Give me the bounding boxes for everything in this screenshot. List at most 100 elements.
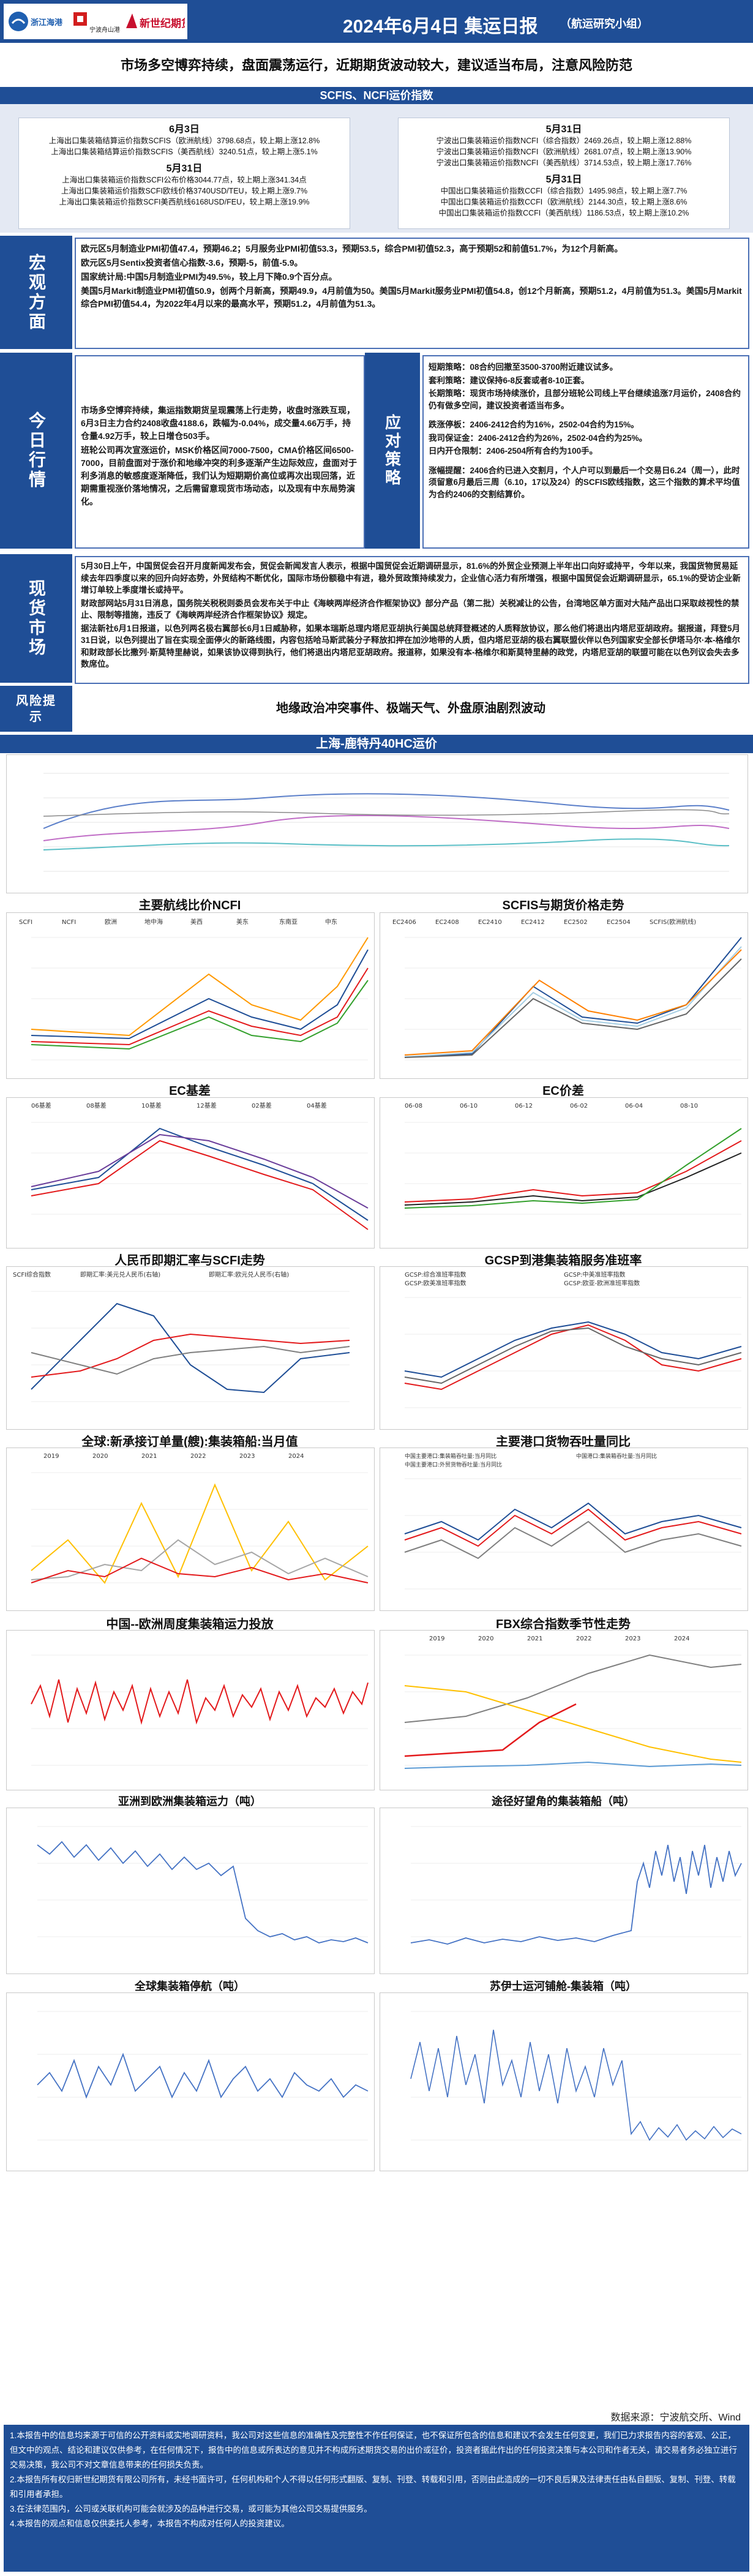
asia-eu-lines <box>37 1826 369 1943</box>
macro-paragraph: 欧元区5月Sentix投资者信心指数-3.6，预期-5，前值-5.9。 <box>81 258 303 268</box>
svg-text:2019: 2019 <box>43 1453 59 1460</box>
svg-text:06-12: 06-12 <box>515 1103 533 1110</box>
idle-chart <box>6 1992 375 2171</box>
risk-text: 地缘政治冲突事件、极端天气、外盘原油剧烈波动 <box>276 702 545 715</box>
rmb-chart: SCFI综合指数 即期汇率:美元兑人民币(右轴) 即期汇率:欧元兑人民币(右轴) <box>6 1266 375 1430</box>
ncfi-date: 5月31日 <box>545 124 582 135</box>
scfi-line: 上海出口集装箱运价指数SCFI美西航线6168USD/FEU，较上期上涨19.9… <box>59 198 310 206</box>
scfi-line: 上海出口集装箱运价指数SCFI欧线价格3740USD/TEU，较上期上涨9.7% <box>61 187 308 195</box>
svg-text:06-04: 06-04 <box>625 1103 643 1110</box>
spot-paragraph: 财政部网站5月31日消息，国务院关税税则委员会发布关于中止《海峡两岸经济合作框架… <box>81 598 740 620</box>
port-chart-title: 主要港口货物吞吐量同比 <box>496 1435 631 1449</box>
index-section-title: SCFIS、NCFI运价指数 <box>0 87 753 104</box>
strategy-spacer <box>429 413 742 418</box>
svg-text:2022: 2022 <box>190 1453 206 1460</box>
strategy-paragraph: 涨幅提醒：2406合约已进入交割月，个人户可以到最后一个交易日6.24（周一），… <box>429 465 740 499</box>
spot-text: 5月30日上午，中国贸促会召开月度新闻发布会，贸促会新闻发言人表示，根据中国贸促… <box>81 560 742 672</box>
strategy-paragraph: 我司保证金：2406-2412合约为26%，2502-04合约为25%。 <box>429 433 648 443</box>
svg-text:中国主要港口:外贸货物吞吐量:当月同比: 中国主要港口:外贸货物吞吐量:当月同比 <box>405 1461 502 1468</box>
today-paragraph: 市场多空博弈持续，集运指数期货呈现震荡上行走势，收盘时涨跌互现，6月3日主力合约… <box>81 405 355 441</box>
svg-text:中国主要港口:集装箱吞吐量:当月同比: 中国主要港口:集装箱吞吐量:当月同比 <box>405 1452 496 1460</box>
strategy-text: 短期策略：08合约回撤至3500-3700附近建议试多。 套利策略：建议保持6-… <box>429 361 742 501</box>
legend-europe: 欧洲 <box>105 918 117 926</box>
capacity-lines <box>31 1654 369 1766</box>
legend-me: 中东 <box>325 918 337 926</box>
suez-chart <box>380 1992 748 2171</box>
ncfi-chart-title: 主要航线比价NCFI <box>138 899 241 912</box>
scfis-line: 上海出口集装箱结算运价指数SCFIS（美西航线）3240.51点，较上期上涨5.… <box>51 148 318 156</box>
ec-spread-chart: 06-08 06-10 06-12 06-02 06-04 08-10 <box>380 1097 748 1249</box>
svg-text:08基差: 08基差 <box>86 1102 107 1110</box>
new-century-futures-logo-icon: 新世纪期货 <box>126 13 185 30</box>
strategy-label: 应对策略 <box>365 353 420 549</box>
ningbo-port-logo-icon: 宁波舟山港 <box>73 12 120 34</box>
svg-text:中国港口:集装箱吞吐量:当月同比: 中国港口:集装箱吞吐量:当月同比 <box>576 1452 657 1460</box>
legend-ncfi: NCFI <box>62 919 76 926</box>
today-box <box>75 355 365 549</box>
newbuild-chart: 2019 2020 2021 2022 2023 2024 <box>6 1448 375 1611</box>
ncfi-index-panel: 5月31日 宁波出口集装箱运价指数NCFI（综合指数）2469.26点，较上期上… <box>398 118 730 229</box>
spot-paragraph: 据法新社6月1日报道，以色列两名极右翼部长6月1日威胁称，如果本瑞斯总理内塔尼亚… <box>81 623 741 669</box>
disclaimer-item: 1.本报告中的信息均来源于可信的公开资料或实地调研资料，我公司对这些信息的准确性… <box>10 2431 737 2469</box>
logo-strip: 浙江海港 宁波舟山港 新世纪期货 <box>4 4 187 39</box>
fbx-lines: 2019 2020 2021 2022 2023 2024 <box>404 1635 742 1769</box>
ncfi-lines: SCFI NCFI 欧洲 地中海 美西 美东 东南亚 中东 <box>19 918 369 1061</box>
svg-text:即期汇率:欧元兑人民币(右轴): 即期汇率:欧元兑人民币(右轴) <box>209 1271 289 1279</box>
scfis-chart: EC2406 EC2408 EC2410 EC2412 EC2502 EC250… <box>380 912 748 1079</box>
svg-text:12基差: 12基差 <box>197 1102 217 1110</box>
today-label: 今日行情 <box>0 353 72 549</box>
svg-text:06-02: 06-02 <box>570 1103 588 1110</box>
svg-text:2023: 2023 <box>239 1453 255 1460</box>
newbuild-lines: 2019 2020 2021 2022 2023 2024 <box>31 1453 369 1584</box>
today-text: 市场多空博弈持续，集运指数期货呈现震荡上行走势，收盘时涨跌互现，6月3日主力合约… <box>81 404 358 509</box>
ccfi-line: 中国出口集装箱运价指数CCFI（综合指数）1495.98点，较上期上涨7.7% <box>440 187 687 195</box>
svg-text:2023: 2023 <box>625 1635 640 1642</box>
capacity-chart-title: 中国--欧洲周度集装箱运力投放 <box>106 1618 274 1631</box>
strategy-paragraph: 跌涨停板：2406-2412合约为16%，2502-04合约为15%。 <box>429 420 639 429</box>
legend-med: 地中海 <box>144 918 163 926</box>
capacity-chart <box>6 1630 375 1790</box>
suez-lines <box>410 2011 742 2141</box>
shanghai-rotterdam-chart <box>6 754 748 893</box>
disclaimer: 1.本报告中的信息均来源于可信的公开资料或实地调研资料，我公司对这些信息的准确性… <box>4 2425 749 2572</box>
svg-text:2022: 2022 <box>576 1635 591 1642</box>
ncfi-chart: SCFI NCFI 欧洲 地中海 美西 美东 东南亚 中东 <box>6 912 375 1079</box>
macro-paragraph: 国家统计局:中国5月制造业PMI为49.5%，较上月下降0.9个百分点。 <box>81 272 337 282</box>
legend-ec2410: EC2410 <box>478 919 502 926</box>
scfi-date: 5月31日 <box>166 163 203 174</box>
svg-text:04基差: 04基差 <box>307 1102 327 1110</box>
legend-scfi: SCFI <box>19 919 32 926</box>
idle-chart-title: 全球集装箱停航（吨） <box>135 1980 245 1992</box>
scfis-lines: EC2406 EC2408 EC2410 EC2412 EC2502 EC250… <box>392 918 742 1061</box>
svg-text:GCSP:欧美准班率指数: GCSP:欧美准班率指数 <box>405 1279 466 1287</box>
ec-basis-chart-title: EC基差 <box>169 1084 211 1098</box>
legend-ec2412: EC2412 <box>521 919 545 926</box>
svg-text:06-08: 06-08 <box>405 1103 422 1110</box>
svg-text:08-10: 08-10 <box>680 1103 698 1110</box>
shanghai-rotterdam-lines <box>43 773 730 872</box>
rmb-chart-title: 人民币即期汇率与SCFI走势 <box>114 1254 265 1267</box>
ec-spread-chart-title: EC价差 <box>542 1084 584 1098</box>
spot-box <box>75 556 749 684</box>
ccfi-line: 中国出口集装箱运价指数CCFI（欧洲航线）2144.30点，较上期上涨8.6% <box>440 198 687 206</box>
rmb-lines: SCFI综合指数 即期汇率:美元兑人民币(右轴) 即期汇率:欧元兑人民币(右轴) <box>13 1271 350 1402</box>
legend-ec2502: EC2502 <box>564 919 588 926</box>
gcsp-chart: GCSP:综合准班率指数 GCSP:中美准班率指数 GCSP:欧美准班率指数 GCS… <box>380 1266 748 1430</box>
spot-paragraph: 5月30日上午，中国贸促会召开月度新闻发布会，贸促会新闻发言人表示，根据中国贸促… <box>81 561 741 595</box>
svg-text:06-10: 06-10 <box>460 1103 478 1110</box>
legend-sea: 东南亚 <box>279 918 298 926</box>
cape-chart <box>380 1808 748 1974</box>
ncfi-line: 宁波出口集装箱运价指数NCFI（欧洲航线）2681.07点，较上期上涨13.90… <box>436 148 692 156</box>
gcsp-chart-title: GCSP到港集装箱服务准班率 <box>484 1254 642 1267</box>
macro-text: 欧元区5月制造业PMI初值47.4，预期46.2；5月服务业PMI初值53.3，… <box>81 242 742 312</box>
strategy-box <box>422 355 749 549</box>
legend-west: 美西 <box>190 918 203 926</box>
scfi-line: 上海出口集装箱运价指数SCFI公布价格3044.77点，较上期上涨341.34点 <box>62 176 307 184</box>
svg-text:即期汇率:美元兑人民币(右轴): 即期汇率:美元兑人民币(右轴) <box>80 1271 160 1279</box>
legend-ec2406: EC2406 <box>392 919 416 926</box>
disclaimer-item: 2.本报告所有权归新世纪期货有限公司所有，未经书面许可，任何机构和个人不得以任何… <box>10 2475 736 2499</box>
ncfi-line: 宁波出口集装箱运价指数NCFI（综合指数）2469.26点，较上期上涨12.88… <box>436 137 692 145</box>
port-lines: 中国主要港口:集装箱吞吐量:当月同比 中国港口:集装箱吞吐量:当月同比 中国主要港… <box>404 1452 742 1590</box>
report-header: 浙江海港 宁波舟山港 新世纪期货 2024年6月4日 集运日报 （航运研究小组） <box>0 0 753 43</box>
